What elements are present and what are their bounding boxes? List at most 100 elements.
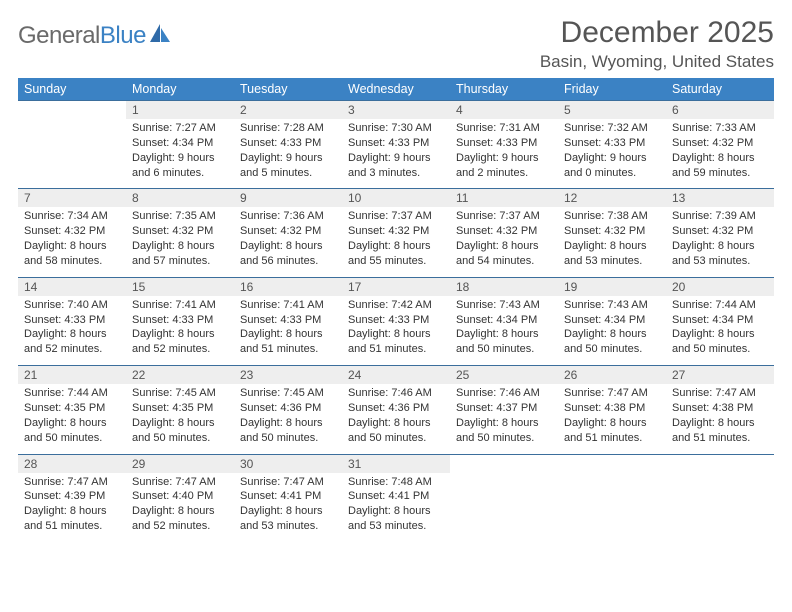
day-number: 9 [234,188,342,207]
day-details: Sunrise: 7:45 AMSunset: 4:36 PMDaylight:… [234,384,342,453]
sunrise-text: Sunrise: 7:41 AM [240,298,336,313]
weekday-header: Tuesday [234,78,342,100]
sunset-text: Sunset: 4:34 PM [564,313,660,328]
weekday-header: Monday [126,78,234,100]
sunset-text: Sunset: 4:34 PM [132,136,228,151]
daylight-text: Daylight: 8 hours and 53 minutes. [348,504,444,534]
sunset-text: Sunset: 4:38 PM [672,401,768,416]
day-details: Sunrise: 7:33 AMSunset: 4:32 PMDaylight:… [666,119,774,188]
sunrise-text: Sunrise: 7:38 AM [564,209,660,224]
day-cell: 14Sunrise: 7:40 AMSunset: 4:33 PMDayligh… [18,277,126,365]
sunset-text: Sunset: 4:32 PM [240,224,336,239]
day-cell: 17Sunrise: 7:42 AMSunset: 4:33 PMDayligh… [342,277,450,365]
day-number: 2 [234,100,342,119]
sunrise-text: Sunrise: 7:33 AM [672,121,768,136]
day-cell: 22Sunrise: 7:45 AMSunset: 4:35 PMDayligh… [126,365,234,453]
day-number: 3 [342,100,450,119]
day-number: 27 [666,365,774,384]
daylight-text: Daylight: 8 hours and 51 minutes. [240,327,336,357]
daylight-text: Daylight: 8 hours and 58 minutes. [24,239,120,269]
day-number: 5 [558,100,666,119]
logo-sail-icon [150,24,172,49]
day-cell: 23Sunrise: 7:45 AMSunset: 4:36 PMDayligh… [234,365,342,453]
day-cell: 20Sunrise: 7:44 AMSunset: 4:34 PMDayligh… [666,277,774,365]
sunset-text: Sunset: 4:32 PM [348,224,444,239]
day-number: 24 [342,365,450,384]
day-number: 6 [666,100,774,119]
day-number: 23 [234,365,342,384]
sunrise-text: Sunrise: 7:32 AM [564,121,660,136]
day-details: Sunrise: 7:28 AMSunset: 4:33 PMDaylight:… [234,119,342,188]
day-cell: 4Sunrise: 7:31 AMSunset: 4:33 PMDaylight… [450,100,558,188]
day-number: 8 [126,188,234,207]
day-details: Sunrise: 7:41 AMSunset: 4:33 PMDaylight:… [126,296,234,365]
sunrise-text: Sunrise: 7:27 AM [132,121,228,136]
sunrise-text: Sunrise: 7:42 AM [348,298,444,313]
sunset-text: Sunset: 4:41 PM [240,489,336,504]
day-number: 29 [126,454,234,473]
daylight-text: Daylight: 8 hours and 50 minutes. [672,327,768,357]
daylight-text: Daylight: 8 hours and 51 minutes. [672,416,768,446]
daylight-text: Daylight: 8 hours and 53 minutes. [564,239,660,269]
day-number: 11 [450,188,558,207]
calendar-table: Sunday Monday Tuesday Wednesday Thursday… [18,78,774,542]
daylight-text: Daylight: 8 hours and 50 minutes. [348,416,444,446]
sunset-text: Sunset: 4:33 PM [348,136,444,151]
sunset-text: Sunset: 4:35 PM [132,401,228,416]
daylight-text: Daylight: 8 hours and 57 minutes. [132,239,228,269]
day-cell: 10Sunrise: 7:37 AMSunset: 4:32 PMDayligh… [342,188,450,276]
day-cell [666,454,774,542]
daylight-text: Daylight: 8 hours and 59 minutes. [672,151,768,181]
sunrise-text: Sunrise: 7:47 AM [564,386,660,401]
sunset-text: Sunset: 4:33 PM [240,136,336,151]
daylight-text: Daylight: 8 hours and 50 minutes. [240,416,336,446]
day-details: Sunrise: 7:44 AMSunset: 4:35 PMDaylight:… [18,384,126,453]
day-cell: 5Sunrise: 7:32 AMSunset: 4:33 PMDaylight… [558,100,666,188]
sunset-text: Sunset: 4:34 PM [672,313,768,328]
day-details: Sunrise: 7:30 AMSunset: 4:33 PMDaylight:… [342,119,450,188]
day-number: 12 [558,188,666,207]
day-details: Sunrise: 7:47 AMSunset: 4:39 PMDaylight:… [18,473,126,542]
sunset-text: Sunset: 4:34 PM [456,313,552,328]
day-details: Sunrise: 7:41 AMSunset: 4:33 PMDaylight:… [234,296,342,365]
day-number: 7 [18,188,126,207]
week-row: 1Sunrise: 7:27 AMSunset: 4:34 PMDaylight… [18,100,774,188]
daylight-text: Daylight: 8 hours and 52 minutes. [132,327,228,357]
daylight-text: Daylight: 8 hours and 50 minutes. [456,327,552,357]
daylight-text: Daylight: 8 hours and 50 minutes. [564,327,660,357]
sunset-text: Sunset: 4:40 PM [132,489,228,504]
day-number: 22 [126,365,234,384]
sunrise-text: Sunrise: 7:40 AM [24,298,120,313]
sunset-text: Sunset: 4:38 PM [564,401,660,416]
sunrise-text: Sunrise: 7:44 AM [672,298,768,313]
sunrise-text: Sunrise: 7:45 AM [132,386,228,401]
day-number: 18 [450,277,558,296]
day-details: Sunrise: 7:47 AMSunset: 4:40 PMDaylight:… [126,473,234,542]
daylight-text: Daylight: 8 hours and 56 minutes. [240,239,336,269]
sunrise-text: Sunrise: 7:43 AM [564,298,660,313]
day-details: Sunrise: 7:43 AMSunset: 4:34 PMDaylight:… [450,296,558,365]
sunrise-text: Sunrise: 7:47 AM [240,475,336,490]
sunrise-text: Sunrise: 7:46 AM [456,386,552,401]
daylight-text: Daylight: 8 hours and 52 minutes. [24,327,120,357]
sunset-text: Sunset: 4:36 PM [240,401,336,416]
daylight-text: Daylight: 8 hours and 51 minutes. [564,416,660,446]
day-details: Sunrise: 7:37 AMSunset: 4:32 PMDaylight:… [342,207,450,276]
day-number: 31 [342,454,450,473]
sunrise-text: Sunrise: 7:44 AM [24,386,120,401]
day-cell: 3Sunrise: 7:30 AMSunset: 4:33 PMDaylight… [342,100,450,188]
daylight-text: Daylight: 8 hours and 55 minutes. [348,239,444,269]
sunrise-text: Sunrise: 7:47 AM [24,475,120,490]
sunrise-text: Sunrise: 7:37 AM [348,209,444,224]
day-cell: 1Sunrise: 7:27 AMSunset: 4:34 PMDaylight… [126,100,234,188]
calendar-body: 1Sunrise: 7:27 AMSunset: 4:34 PMDaylight… [18,100,774,542]
day-number [18,100,126,118]
day-cell: 29Sunrise: 7:47 AMSunset: 4:40 PMDayligh… [126,454,234,542]
location: Basin, Wyoming, United States [540,52,774,72]
day-details: Sunrise: 7:27 AMSunset: 4:34 PMDaylight:… [126,119,234,188]
title-block: December 2025 Basin, Wyoming, United Sta… [540,16,774,72]
sunrise-text: Sunrise: 7:37 AM [456,209,552,224]
daylight-text: Daylight: 9 hours and 3 minutes. [348,151,444,181]
day-number [450,454,558,472]
day-number: 26 [558,365,666,384]
